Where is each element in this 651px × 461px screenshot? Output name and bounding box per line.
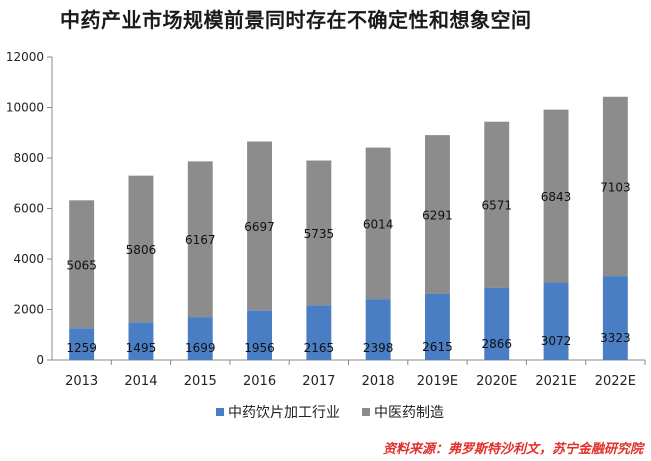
source-note: 资料来源：弗罗斯特沙利文，苏宁金融研究院 bbox=[382, 442, 643, 457]
x-tick-label: 2022E bbox=[595, 374, 636, 389]
chart-title: 中药产业市场规模前景同时存在不确定性和想象空间 bbox=[60, 8, 532, 32]
bar-segment-中医药制造 bbox=[187, 161, 213, 318]
x-tick-label: 2020E bbox=[476, 374, 517, 389]
data-label-bottom: 3072 bbox=[541, 334, 572, 348]
data-label-bottom: 1956 bbox=[244, 341, 275, 355]
data-label-top: 6697 bbox=[244, 220, 275, 234]
data-label-bottom: 2615 bbox=[422, 340, 453, 354]
bar-segment-中药饮片加工行业 bbox=[365, 299, 391, 360]
bar-segment-中药饮片加工行业 bbox=[187, 317, 213, 360]
data-label-top: 6167 bbox=[185, 233, 216, 247]
bar-segment-中医药制造 bbox=[306, 160, 332, 306]
data-label-top: 6291 bbox=[422, 209, 453, 223]
bar-segment-中药饮片加工行业 bbox=[424, 293, 450, 360]
legend-swatch bbox=[216, 408, 224, 416]
x-tick-label: 2021E bbox=[535, 374, 576, 389]
data-label-bottom: 2165 bbox=[304, 341, 335, 355]
bar-segment-中药饮片加工行业 bbox=[128, 322, 154, 360]
x-tick-label: 2018 bbox=[362, 374, 395, 389]
bar-segment-中医药制造 bbox=[543, 109, 569, 283]
bar-segment-中医药制造 bbox=[602, 96, 628, 277]
bar-segment-中药饮片加工行业 bbox=[69, 328, 95, 360]
bar-segment-中医药制造 bbox=[247, 141, 273, 311]
data-label-bottom: 3323 bbox=[600, 331, 631, 345]
data-label-bottom: 1495 bbox=[126, 341, 157, 355]
y-tick-label: 10000 bbox=[6, 101, 44, 115]
data-label-top: 7103 bbox=[600, 180, 631, 194]
data-label-top: 6571 bbox=[481, 199, 512, 213]
data-label-top: 6014 bbox=[363, 218, 394, 232]
data-label-top: 6843 bbox=[541, 190, 572, 204]
data-label-top: 5806 bbox=[126, 243, 157, 257]
x-tick-label: 2014 bbox=[124, 374, 157, 389]
bar-segment-中医药制造 bbox=[484, 121, 510, 288]
bar-segment-中医药制造 bbox=[365, 147, 391, 300]
x-tick-label: 2015 bbox=[184, 374, 217, 389]
bar-segment-中医药制造 bbox=[424, 135, 450, 294]
x-tick-label: 2016 bbox=[243, 374, 276, 389]
data-label-bottom: 1699 bbox=[185, 341, 216, 355]
y-tick-label: 0 bbox=[36, 353, 44, 367]
bar-segment-中医药制造 bbox=[128, 175, 154, 323]
x-tick-label: 2019E bbox=[417, 374, 458, 389]
y-tick-label: 4000 bbox=[13, 252, 44, 266]
x-tick-label: 2017 bbox=[302, 374, 335, 389]
y-tick-label: 2000 bbox=[13, 303, 44, 317]
data-label-bottom: 2866 bbox=[481, 337, 512, 351]
y-tick-label: 8000 bbox=[13, 151, 44, 165]
legend-swatch bbox=[362, 408, 370, 416]
bar-segment-中药饮片加工行业 bbox=[484, 287, 510, 360]
data-label-top: 5735 bbox=[304, 227, 335, 241]
y-tick-label: 6000 bbox=[13, 202, 44, 216]
x-tick-label: 2013 bbox=[65, 374, 98, 389]
data-label-top: 5065 bbox=[66, 258, 97, 272]
y-tick-label: 12000 bbox=[6, 50, 44, 64]
legend-label: 中医药制造 bbox=[374, 405, 444, 421]
legend-label: 中药饮片加工行业 bbox=[228, 405, 340, 421]
bar-segment-中药饮片加工行业 bbox=[247, 310, 273, 360]
bar-segment-中药饮片加工行业 bbox=[306, 305, 332, 360]
bar-segment-中医药制造 bbox=[69, 200, 95, 329]
data-label-bottom: 1259 bbox=[66, 341, 97, 355]
bar-segment-中药饮片加工行业 bbox=[543, 282, 569, 360]
bar-segment-中药饮片加工行业 bbox=[602, 276, 628, 360]
data-label-bottom: 2398 bbox=[363, 341, 394, 355]
